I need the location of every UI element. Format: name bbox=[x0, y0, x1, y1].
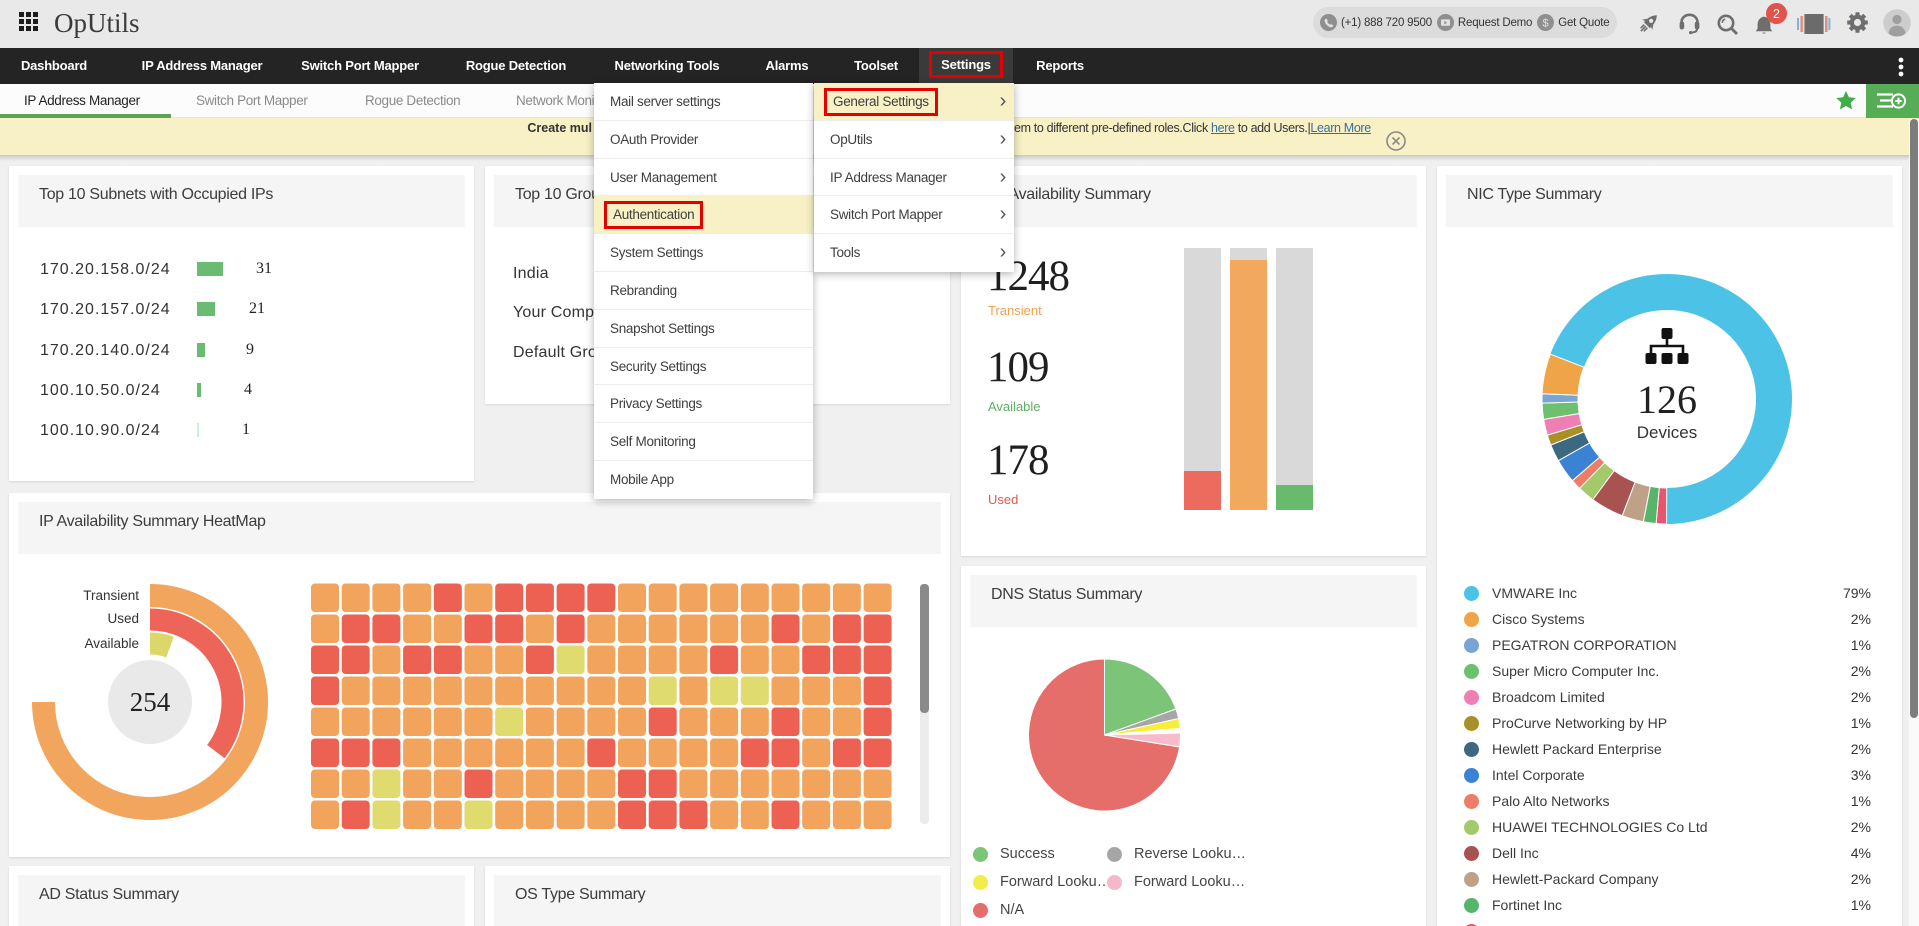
svg-text:2: 2 bbox=[1773, 7, 1780, 21]
svg-text:Devices: Devices bbox=[1637, 423, 1697, 442]
svg-text:$: $ bbox=[1543, 17, 1549, 29]
svg-text:254: 254 bbox=[130, 687, 171, 717]
svg-text:126: 126 bbox=[1637, 377, 1697, 422]
